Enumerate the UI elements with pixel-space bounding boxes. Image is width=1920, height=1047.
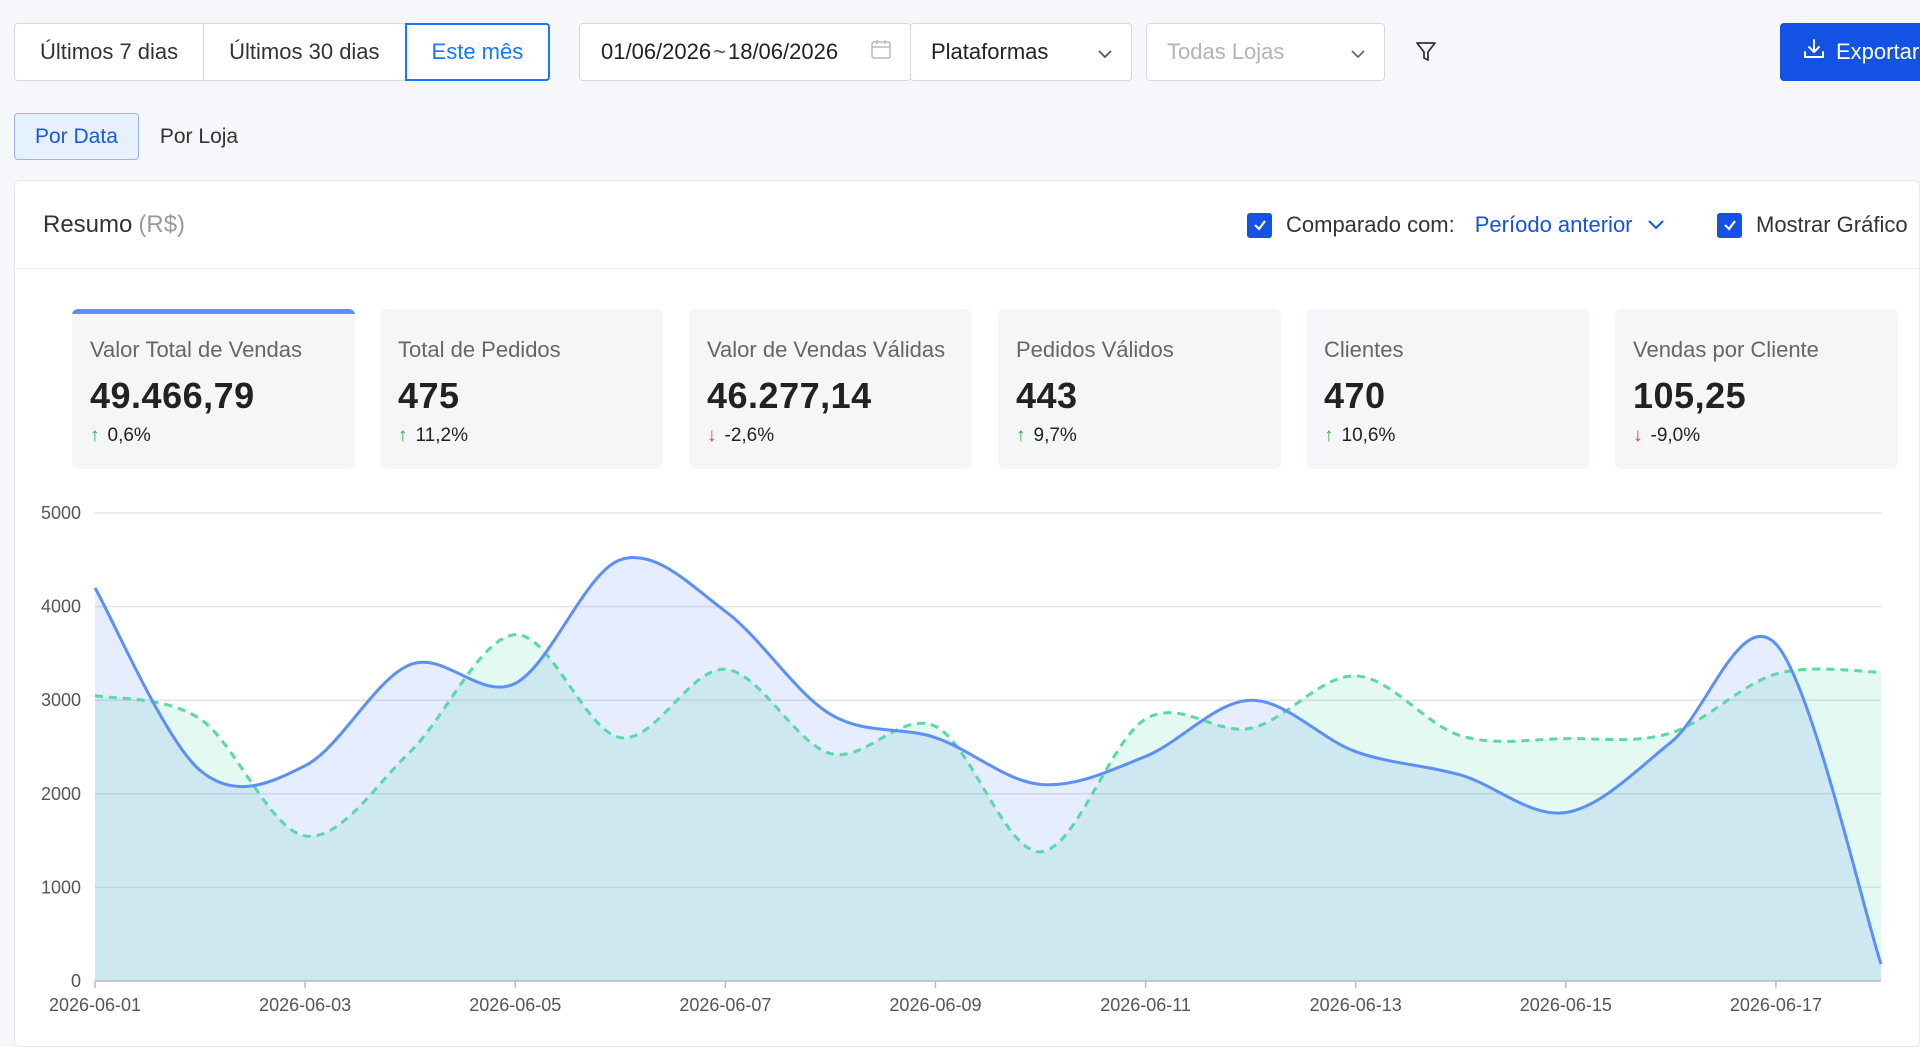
current-period-area	[95, 557, 1881, 981]
sales-chart-svg: 0 1000 2000 3000 4000 5000 2026-06-01 2026-06-0…	[41, 503, 1883, 1015]
kpi-change-value: 10,6%	[1341, 425, 1396, 446]
summary-unit: (R$)	[138, 210, 186, 238]
kpi-label: Valor Total de Vendas	[90, 337, 303, 362]
check-icon	[1253, 220, 1266, 231]
date-separator: ~	[713, 39, 726, 64]
tab-by-date[interactable]: Por Data	[14, 113, 139, 160]
platforms-label: Plataformas	[931, 39, 1049, 64]
arrow-down-icon: ↓	[707, 425, 717, 446]
kpi-label: Vendas por Cliente	[1633, 337, 1819, 362]
kpi-change-value: 11,2%	[415, 425, 468, 446]
calendar-icon[interactable]	[870, 38, 892, 66]
summary-title: Resumo (R$)	[43, 211, 185, 239]
this-month-button[interactable]: Este mês	[404, 23, 551, 81]
last-30-days-button[interactable]: Últimos 30 dias	[203, 23, 406, 81]
chevron-down-icon	[1647, 220, 1664, 230]
download-icon	[1802, 37, 1826, 67]
kpi-total-orders[interactable]: Total de Pedidos 475 ↑ 11,2%	[380, 309, 663, 469]
y-tick-label: 0	[71, 971, 81, 991]
show-chart-label: Mostrar Gráfico	[1756, 212, 1908, 237]
stores-placeholder: Todas Lojas	[1167, 39, 1285, 64]
kpi-change-value: 9,7%	[1033, 425, 1077, 446]
check-icon	[1723, 220, 1736, 231]
kpi-change: ↑ 11,2%	[398, 425, 645, 447]
kpi-change-value: -9,0%	[1650, 425, 1701, 446]
previous-period-area	[95, 634, 1881, 981]
toolbar: Últimos 7 dias Últimos 30 dias Este mês …	[14, 23, 1920, 81]
kpi-value: 470	[1324, 375, 1386, 416]
x-tick-label: 2026-06-11	[1100, 995, 1191, 1015]
arrow-up-icon: ↑	[398, 425, 408, 446]
previous-period-line	[94, 633, 1882, 854]
kpi-label: Total de Pedidos	[398, 337, 561, 362]
kpi-value: 105,25	[1633, 375, 1747, 416]
x-tick-label: 2026-06-17	[1730, 995, 1822, 1015]
kpi-label: Clientes	[1324, 337, 1404, 362]
date-preset-group: Últimos 7 dias Últimos 30 dias Este mês	[14, 23, 551, 81]
kpi-value: 475	[398, 375, 460, 416]
export-button[interactable]: Exportar	[1780, 23, 1920, 81]
y-tick-label: 5000	[41, 503, 81, 523]
summary-header: Resumo (R$) Comparado com: Período anteri…	[15, 181, 1919, 269]
kpi-change: ↑ 9,7%	[1016, 425, 1263, 447]
stores-select[interactable]: Todas Lojas	[1146, 23, 1385, 81]
kpi-customers[interactable]: Clientes 470 ↑ 10,6%	[1306, 309, 1589, 469]
view-tabs: Por Data Por Loja	[14, 113, 259, 160]
y-tick-label: 1000	[41, 877, 81, 897]
sales-chart[interactable]: 0 1000 2000 3000 4000 5000 2026-06-01 2026-06-0…	[15, 481, 1920, 1047]
kpi-value: 49.466,79	[90, 375, 255, 416]
compare-label: Comparado com:	[1286, 212, 1455, 237]
compare-period-value: Período anterior	[1474, 212, 1633, 237]
kpi-label: Valor de Vendas Válidas	[707, 337, 946, 362]
show-chart-checkbox[interactable]	[1717, 212, 1742, 238]
y-tick-label: 2000	[41, 784, 81, 804]
compare-control: Comparado com: Período anterior	[1247, 181, 1665, 269]
kpi-valid-orders[interactable]: Pedidos Válidos 443 ↑ 9,7%	[998, 309, 1281, 469]
kpi-total-sales[interactable]: Valor Total de Vendas 49.466,79 ↑ 0,6%	[72, 309, 355, 469]
arrow-down-icon: ↓	[1633, 425, 1643, 446]
summary-card: Resumo (R$) Comparado com: Período anteri…	[14, 180, 1920, 1047]
chevron-down-icon	[1097, 39, 1113, 65]
date-range-picker[interactable]: 01/06/2026 ~ 18/06/2026	[579, 23, 911, 81]
y-tick-label: 4000	[41, 597, 81, 617]
arrow-up-icon: ↑	[90, 425, 100, 446]
x-tick-label: 2026-06-13	[1310, 995, 1402, 1015]
platforms-select[interactable]: Plataformas	[910, 23, 1132, 81]
x-tick-label: 2026-06-15	[1520, 995, 1612, 1015]
kpi-change: ↓ -9,0%	[1633, 425, 1880, 447]
compare-period-select[interactable]: Período anterior	[1475, 212, 1665, 238]
export-label: Exportar	[1836, 39, 1920, 64]
kpi-change: ↓ -2,6%	[707, 425, 954, 447]
x-tick-label: 2026-06-03	[259, 995, 351, 1015]
kpi-label: Pedidos Válidos	[1016, 337, 1174, 362]
arrow-up-icon: ↑	[1016, 425, 1026, 446]
kpi-change: ↑ 10,6%	[1324, 425, 1571, 447]
y-tick-label: 3000	[41, 690, 81, 710]
summary-title-text: Resumo	[43, 210, 133, 238]
last-7-days-button[interactable]: Últimos 7 dias	[14, 23, 205, 81]
filter-icon[interactable]	[1412, 38, 1440, 66]
x-tick-label: 2026-06-01	[49, 995, 141, 1015]
kpi-valid-sales[interactable]: Valor de Vendas Válidas 46.277,14 ↓ -2,6%	[689, 309, 972, 469]
kpi-sales-per-customer[interactable]: Vendas por Cliente 105,25 ↓ -9,0%	[1615, 309, 1898, 469]
show-chart-control: Mostrar Gráfico	[1717, 181, 1908, 269]
compare-checkbox[interactable]	[1247, 212, 1272, 238]
kpi-value: 46.277,14	[707, 375, 872, 416]
x-tick-label: 2026-06-05	[469, 995, 561, 1015]
kpi-change-value: 0,6%	[107, 425, 151, 446]
x-tick-label: 2026-06-09	[889, 995, 981, 1015]
x-tick-label: 2026-06-07	[679, 995, 771, 1015]
tab-by-store[interactable]: Por Loja	[159, 124, 239, 148]
kpi-change-value: -2,6%	[724, 425, 775, 446]
kpi-value: 443	[1016, 375, 1078, 416]
chevron-down-icon	[1350, 39, 1366, 65]
date-start[interactable]: 01/06/2026	[601, 39, 712, 64]
date-end[interactable]: 18/06/2026	[727, 39, 839, 64]
current-period-line	[93, 556, 1883, 965]
arrow-up-icon: ↑	[1324, 425, 1334, 446]
kpi-change: ↑ 0,6%	[90, 425, 337, 447]
